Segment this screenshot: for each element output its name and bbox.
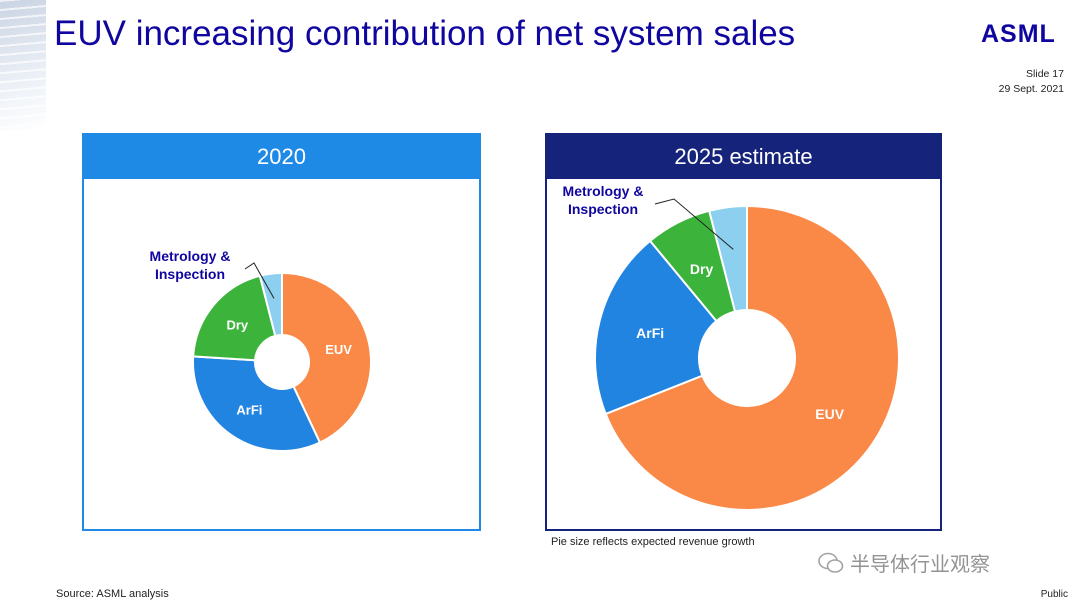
- slice-metrology-and-inspection-2020: [258, 271, 283, 338]
- watermark-text: 半导体行业观察: [850, 554, 990, 576]
- callout-line-2020: [244, 262, 275, 299]
- callout-label-2020-line2: Inspection: [155, 266, 225, 282]
- watermark: 半导体行业观察: [818, 548, 990, 577]
- corner-decoration: [0, 0, 46, 130]
- slice-arfi-2020: [192, 355, 322, 452]
- slice-dry-2020: [192, 274, 277, 362]
- chart-title-2020: 2020: [84, 135, 479, 179]
- chart-panel-2025: 2025 estimate EUV ArFi Dry Metrology & Inspe…: [545, 133, 942, 531]
- slice-euv-2020: [281, 271, 372, 444]
- slice-metrology-and-inspection-2025: [707, 204, 748, 313]
- label-arfi-2025: ArFi: [636, 325, 664, 341]
- callout-label-2025-line2: Inspection: [568, 201, 638, 217]
- wechat-icon: [818, 552, 844, 573]
- callout-label-2025-line1: Metrology &: [563, 183, 644, 199]
- label-dry-2020: Dry: [226, 318, 248, 333]
- classification-label: Public: [1040, 589, 1068, 600]
- donut-chart-2025: EUV ArFi Dry Metrology & Inspection: [563, 183, 900, 511]
- donut-chart-2020: EUV ArFi Dry Metrology & Inspection: [150, 248, 372, 452]
- source-note: Source: ASML analysis: [56, 588, 169, 600]
- chart-panel-2020: 2020 EUV ArFi Dry Metrology & Inspection: [82, 133, 481, 531]
- chart-title-2025: 2025 estimate: [547, 135, 940, 179]
- slice-arfi-2025: [594, 239, 718, 416]
- callout-label-2020-line1: Metrology &: [150, 248, 231, 264]
- slice-euv-2025: [604, 204, 900, 511]
- slide-info: Slide 17 29 Sept. 2021: [999, 67, 1064, 97]
- label-dry-2025: Dry: [690, 261, 714, 277]
- label-euv-2020: EUV: [325, 342, 352, 357]
- slide-date: 29 Sept. 2021: [998, 83, 1064, 95]
- label-euv-2025: EUV: [815, 406, 844, 422]
- label-arfi-2020: ArFi: [236, 403, 262, 418]
- slide-title: EUV increasing contribution of net syste…: [54, 14, 796, 53]
- callout-line-2025: [654, 198, 734, 250]
- footnote: Pie size reflects expected revenue growt…: [551, 536, 755, 548]
- asml-logo: ASML: [981, 20, 1056, 48]
- slide-number: Slide 17: [1026, 68, 1064, 80]
